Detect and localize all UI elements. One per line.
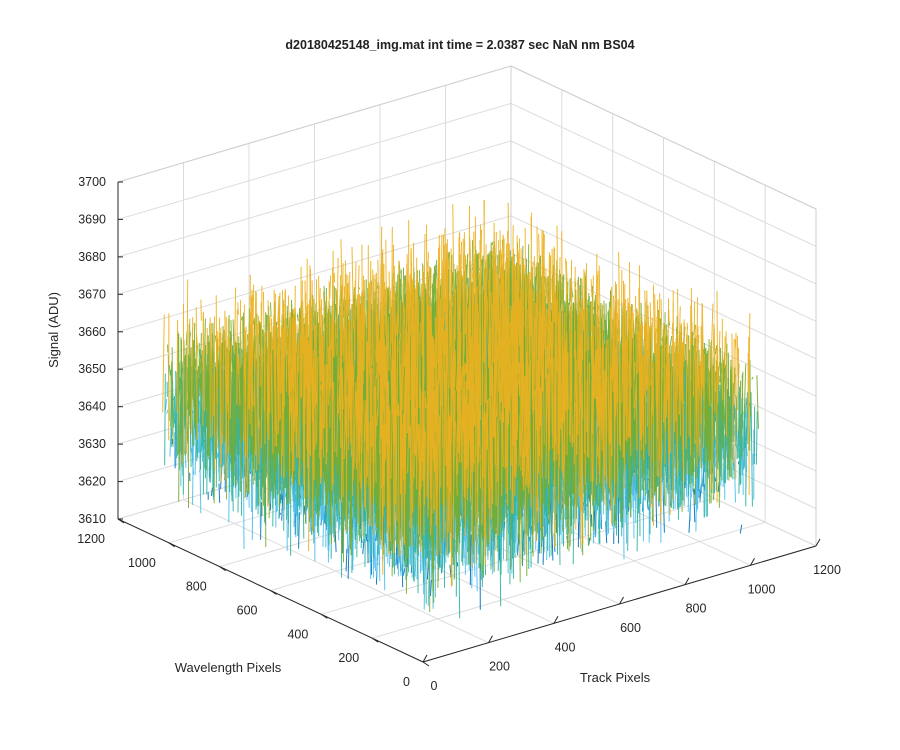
y-tick-mark — [219, 566, 226, 572]
x-tick-label: 1200 — [813, 563, 841, 577]
y-tick-label: 400 — [287, 627, 308, 641]
x-tick-mark — [422, 654, 428, 663]
y-tick-mark — [422, 661, 430, 667]
x-tick-label: 600 — [620, 621, 641, 635]
grid-line — [117, 177, 512, 295]
x-tick-mark — [619, 596, 624, 605]
grid-line — [510, 140, 817, 285]
x-tick-label: 800 — [686, 602, 707, 616]
x-tick-mark — [488, 635, 493, 643]
z-tick-label: 3630 — [78, 437, 106, 451]
z-tick-label: 3680 — [78, 250, 106, 264]
y-tick-mark — [117, 518, 125, 524]
y-tick-label: 0 — [403, 675, 410, 689]
grid-line — [510, 177, 817, 322]
y-tick-mark — [321, 613, 328, 619]
z-tick-label: 3640 — [78, 400, 106, 414]
z-axis-label: Signal (ADU) — [46, 292, 61, 368]
surface-noise — [162, 199, 759, 619]
y-tick-label: 600 — [237, 604, 258, 618]
y-tick-mark — [168, 542, 176, 548]
z-tick-label: 3610 — [78, 512, 106, 526]
chart-title: d20180425148_img.mat int time = 2.0387 s… — [285, 38, 634, 52]
grid-line — [372, 521, 766, 639]
grid-line — [510, 102, 817, 247]
x-tick-mark — [684, 577, 690, 585]
y-tick-label: 1200 — [77, 532, 105, 546]
surface-spikes — [162, 199, 751, 587]
x-tick-mark — [815, 538, 821, 547]
z-tick-label: 3620 — [78, 475, 106, 489]
y-tick-label: 200 — [338, 651, 359, 665]
x-tick-mark — [750, 558, 755, 566]
x-tick-label: 0 — [431, 679, 438, 693]
grid-line — [117, 102, 512, 220]
y-tick-label: 800 — [186, 580, 207, 594]
pane-edge — [510, 65, 817, 210]
z-tick-label: 3660 — [78, 325, 106, 339]
axes-frame — [117, 181, 821, 667]
y-axis-label: Wavelength Pixels — [175, 660, 282, 675]
y-tick-mark — [270, 590, 277, 595]
z-tick-label: 3650 — [78, 362, 106, 376]
pane-edge — [117, 65, 512, 183]
grid-line — [117, 140, 512, 258]
y-tick-label: 1000 — [128, 556, 156, 570]
x-tick-label: 1000 — [748, 582, 776, 596]
z-tick-label: 3700 — [78, 175, 106, 189]
x-tick-mark — [553, 616, 559, 624]
x-axis-label: Track Pixels — [580, 670, 651, 685]
x-tick-label: 200 — [489, 660, 510, 674]
z-tick-label: 3690 — [78, 212, 106, 226]
z-tick-label: 3670 — [78, 287, 106, 301]
y-tick-mark — [371, 637, 379, 643]
tick-labels: 0 200 400 600 800 1000 1200 0 200 400 600 800 1000 12… — [77, 175, 841, 693]
x-tick-label: 400 — [555, 640, 576, 654]
